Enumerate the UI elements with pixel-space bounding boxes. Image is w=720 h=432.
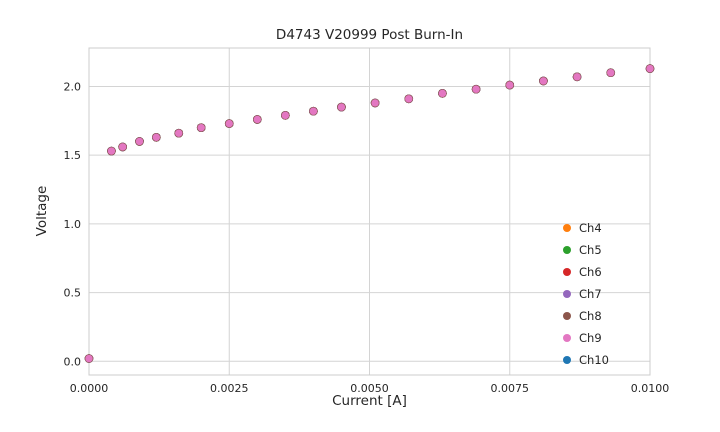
- x-tick-label: 0.0025: [210, 382, 249, 395]
- data-point-ch9: [607, 69, 615, 77]
- y-tick-label: 2.0: [64, 80, 82, 93]
- legend-label-ch7: Ch7: [579, 287, 602, 301]
- data-point-ch9: [197, 123, 205, 132]
- data-point-ch9: [85, 354, 93, 363]
- data-point-ch9: [472, 85, 480, 93]
- legend-label-ch6: Ch6: [579, 265, 602, 279]
- data-point-ch9: [405, 95, 413, 103]
- legend-marker-ch10: [563, 356, 571, 364]
- data-point-ch9: [281, 111, 290, 120]
- data-point-ch9: [573, 73, 581, 81]
- y-tick-label: 0.0: [64, 355, 82, 368]
- data-point-ch9: [438, 89, 447, 98]
- axes-border: [88, 47, 651, 376]
- y-axis-label: Voltage: [34, 185, 50, 237]
- y-tick-label: 1.0: [64, 218, 82, 231]
- data-point-ch9: [175, 129, 183, 137]
- x-tick-label: 0.0100: [631, 382, 670, 395]
- legend-label-ch9: Ch9: [579, 331, 602, 345]
- legend-marker-ch8: [563, 312, 571, 320]
- data-point-ch9: [337, 103, 346, 111]
- x-tick-label: 0.0000: [70, 382, 109, 395]
- data-point-ch9: [152, 133, 161, 142]
- legend-label-ch5: Ch5: [579, 243, 602, 257]
- data-point-ch9: [118, 143, 127, 151]
- data-point-ch9: [225, 119, 233, 128]
- data-point-ch9: [539, 77, 548, 85]
- legend-marker-ch9: [563, 334, 571, 342]
- data-point-ch9: [107, 147, 116, 155]
- legend-marker-ch6: [563, 268, 571, 276]
- y-tick-label: 1.5: [64, 149, 82, 162]
- legend-marker-ch4: [563, 224, 571, 232]
- y-tick-label: 0.5: [64, 287, 82, 300]
- chart-title: D4743 V20999 Post Burn-In: [275, 27, 464, 43]
- legend-label-ch10: Ch10: [579, 353, 609, 367]
- legend-label-ch4: Ch4: [579, 221, 602, 235]
- x-tick-label: 0.0050: [350, 382, 389, 395]
- data-point-ch9: [253, 115, 261, 124]
- legend-marker-ch7: [563, 290, 571, 298]
- data-point-ch9: [506, 81, 514, 89]
- legend-label-ch8: Ch8: [579, 309, 602, 323]
- data-point-ch9: [371, 99, 379, 107]
- legend-marker-ch5: [563, 246, 571, 254]
- x-tick-label: 0.0075: [491, 382, 530, 395]
- data-point-ch9: [309, 107, 318, 115]
- data-point-ch9: [646, 64, 654, 73]
- x-axis-label: Current [A]: [332, 393, 407, 409]
- data-point-ch9: [135, 137, 144, 146]
